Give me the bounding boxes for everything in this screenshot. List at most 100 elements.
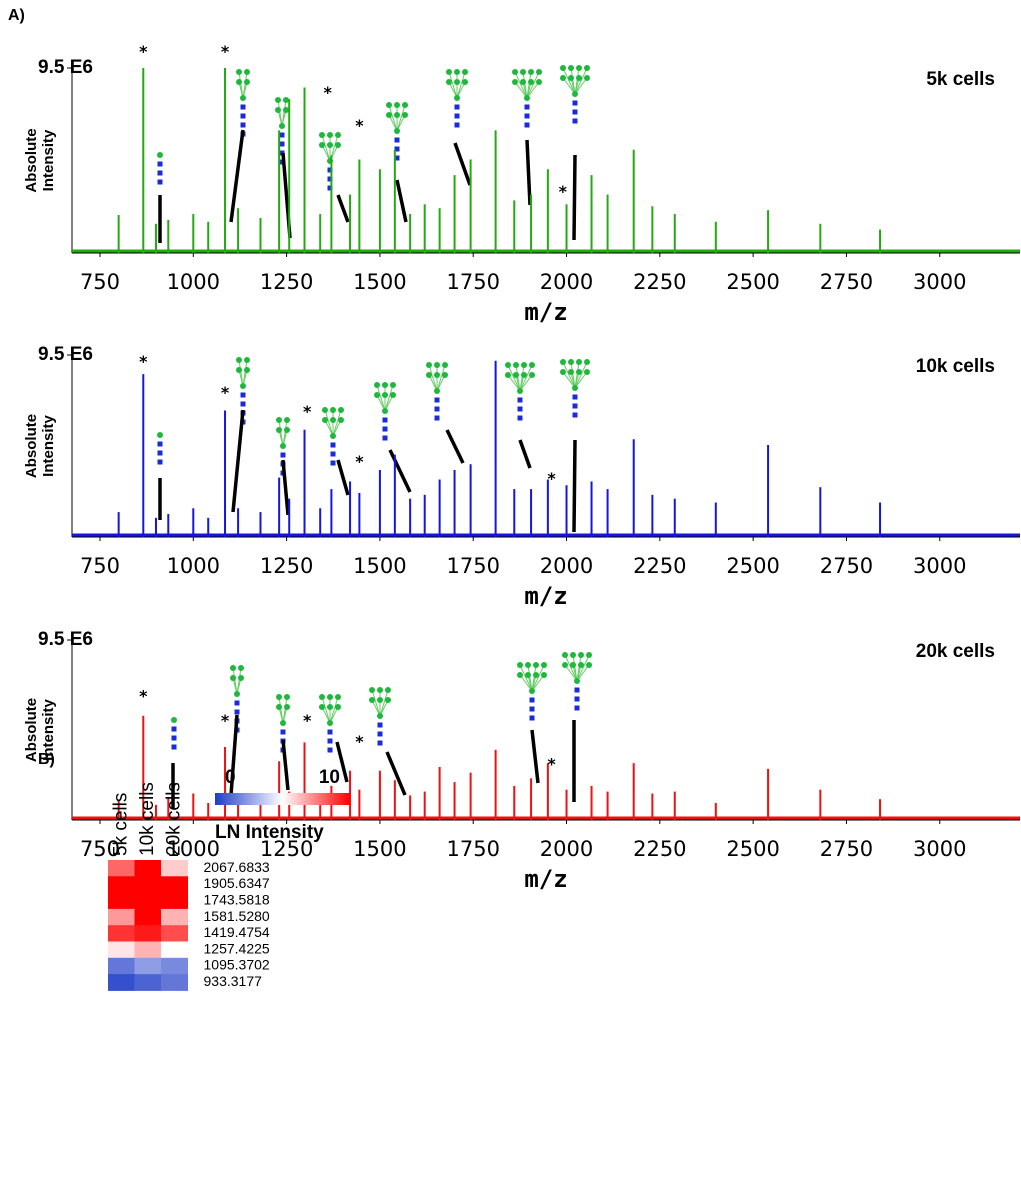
mannose bbox=[536, 69, 542, 75]
glycan-link bbox=[428, 364, 438, 392]
peak-annotation: * bbox=[139, 42, 148, 61]
mannose bbox=[402, 112, 408, 118]
glycan-icon bbox=[517, 662, 547, 721]
mannose bbox=[529, 372, 535, 378]
glcnac bbox=[529, 706, 535, 712]
glcnac bbox=[280, 452, 286, 458]
glycan-link bbox=[371, 689, 381, 717]
mannose bbox=[382, 382, 388, 388]
glcnac bbox=[240, 104, 246, 110]
glycan-link bbox=[564, 664, 578, 682]
glycan-link bbox=[531, 674, 545, 692]
row-label: 1095.3702 bbox=[204, 957, 270, 973]
glycan-icon bbox=[171, 717, 177, 750]
mannose bbox=[338, 407, 344, 413]
glcnac bbox=[240, 392, 246, 398]
mannose bbox=[240, 383, 246, 389]
connector bbox=[518, 439, 532, 469]
glcnac bbox=[279, 132, 285, 138]
mannose bbox=[394, 112, 400, 118]
glcnac bbox=[157, 450, 163, 456]
column-label: 10k cells bbox=[137, 782, 158, 856]
mannose bbox=[572, 91, 578, 97]
mannose bbox=[576, 65, 582, 71]
glcnac bbox=[454, 122, 460, 128]
heatmap-cell bbox=[134, 925, 162, 942]
y-axis-label: Absolute bbox=[23, 698, 40, 762]
heatmap-cell bbox=[161, 892, 188, 910]
x-tick-label: 1750 bbox=[446, 554, 499, 578]
mannose bbox=[578, 652, 584, 658]
mannose bbox=[402, 102, 408, 108]
mannose bbox=[434, 388, 440, 394]
mannose bbox=[335, 694, 341, 700]
mannose bbox=[584, 369, 590, 375]
glcnac bbox=[157, 170, 163, 176]
peak-annotation: * bbox=[355, 452, 364, 471]
mannose bbox=[536, 79, 542, 85]
connector bbox=[335, 741, 349, 783]
x-tick-label: 1000 bbox=[167, 837, 220, 861]
x-tick-label: 1250 bbox=[260, 837, 313, 861]
glcnac bbox=[280, 729, 286, 735]
mannose bbox=[462, 69, 468, 75]
glycan-icon bbox=[386, 102, 408, 161]
mannose bbox=[386, 112, 392, 118]
mannose bbox=[236, 69, 242, 75]
x-tick-label: 750 bbox=[80, 270, 120, 294]
glcnac bbox=[572, 412, 578, 418]
mannose bbox=[525, 662, 531, 668]
mannose bbox=[377, 697, 383, 703]
connector bbox=[530, 729, 540, 784]
x-tick-label: 2750 bbox=[820, 270, 873, 294]
y-axis-label: Intensity bbox=[40, 699, 57, 761]
heatmap-cell bbox=[161, 957, 188, 975]
peak-annotation: * bbox=[547, 755, 556, 774]
glcnac bbox=[234, 700, 240, 706]
mannose bbox=[434, 362, 440, 368]
y-tick-label: 9.5 E6 bbox=[38, 629, 93, 650]
mannose bbox=[576, 369, 582, 375]
glcnac bbox=[382, 426, 388, 432]
glycan-link bbox=[321, 134, 331, 162]
mannose bbox=[330, 433, 336, 439]
mannose bbox=[574, 678, 580, 684]
row-label: 1257.4225 bbox=[204, 940, 270, 956]
mannose bbox=[454, 69, 460, 75]
connector bbox=[572, 439, 577, 533]
mannose bbox=[385, 687, 391, 693]
mannose bbox=[586, 652, 592, 658]
heatmap-cell bbox=[161, 974, 188, 991]
peak-annotation: * bbox=[221, 42, 230, 61]
mannose bbox=[275, 97, 281, 103]
heatmap-cell bbox=[134, 908, 162, 926]
glcnac bbox=[574, 705, 580, 711]
glcnac bbox=[279, 141, 285, 147]
mannose bbox=[330, 407, 336, 413]
glycan-icon bbox=[446, 69, 468, 128]
mannose bbox=[276, 704, 282, 710]
mannose bbox=[434, 372, 440, 378]
connector bbox=[229, 714, 239, 796]
y-axis-label: Absolute bbox=[23, 414, 40, 478]
glycan-link bbox=[396, 104, 406, 132]
mannose bbox=[533, 672, 539, 678]
mannose bbox=[521, 372, 527, 378]
mannose bbox=[236, 357, 242, 363]
glycan-icon bbox=[426, 362, 448, 421]
mannose bbox=[335, 704, 341, 710]
glycan-link bbox=[574, 77, 588, 95]
x-tick-label: 1000 bbox=[167, 270, 220, 294]
glcnac bbox=[574, 687, 580, 693]
glycan-icon bbox=[157, 152, 163, 185]
heatmap-cell bbox=[108, 974, 135, 991]
mannose bbox=[562, 662, 568, 668]
glycan-link bbox=[379, 689, 389, 717]
glycan-link bbox=[514, 81, 528, 99]
mannose bbox=[335, 142, 341, 148]
glycan-link bbox=[574, 67, 588, 95]
mannose bbox=[586, 662, 592, 668]
glycan-link bbox=[576, 654, 590, 682]
mannose bbox=[327, 720, 333, 726]
glcnac bbox=[572, 109, 578, 115]
